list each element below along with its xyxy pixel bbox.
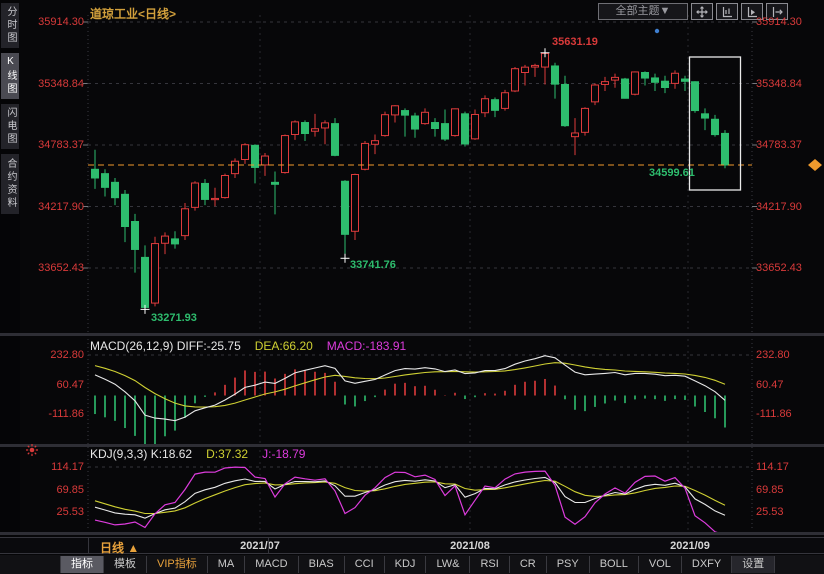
d-line (94, 479, 726, 515)
chart-title: 道琼工业<日线> (90, 7, 177, 21)
toolbar-item-dxfy[interactable]: DXFY (682, 556, 733, 573)
macd-value: MACD:-183.91 (326, 339, 407, 353)
theme-dropdown[interactable]: 全部主题▼ (598, 3, 688, 20)
macd-axis-label: -111.86 (756, 408, 792, 420)
period-selector[interactable]: 日线 ▲ (100, 541, 140, 555)
toolbar-item-psy[interactable]: PSY (547, 556, 590, 573)
panel-separator (0, 333, 824, 336)
toolbar-item-boll[interactable]: BOLL (590, 556, 639, 573)
price-label: 34217.90 (756, 201, 802, 213)
price-label: 35914.30 (756, 16, 802, 28)
kdj-axis-label: 69.85 (56, 484, 84, 496)
alert-starburst-icon[interactable] (25, 443, 39, 457)
macd-title: MACD(26,12,9) DIFF:-25.75 (90, 339, 241, 353)
time-axis: 日线 ▲ 2021/07 2021/08 2021/09 (0, 537, 824, 555)
macd-axis-label: -111.86 (48, 408, 84, 420)
indicator-toolbar: 指标 模板 VIP指标 MA MACD BIAS CCI KDJ LW& RSI… (0, 555, 824, 574)
price-label: 33652.43 (38, 262, 84, 274)
note-dot (654, 28, 660, 34)
macd-axis-label: 60.47 (56, 379, 84, 391)
sidebar-tab-kline[interactable]: K线图 (1, 53, 19, 99)
price-label: 35348.84 (38, 78, 84, 90)
gridlines (83, 15, 757, 530)
kdj-axis-label: 114.17 (51, 461, 84, 473)
date-label: 2021/09 (670, 540, 710, 552)
toolbar-item-template[interactable]: 模板 (104, 556, 147, 573)
extreme-markers (140, 48, 550, 314)
panel-separator (0, 444, 824, 447)
toolbar-item-indicator[interactable]: 指标 (60, 556, 104, 573)
price-label: 34783.37 (38, 139, 84, 151)
toolbar-item-kdj[interactable]: KDJ (385, 556, 427, 573)
axis-cell-divider (88, 537, 89, 554)
j-value: J:-18.79 (262, 447, 306, 461)
toolbar-item-cr[interactable]: CR (510, 556, 547, 573)
toolbar-item-bias[interactable]: BIAS (299, 556, 345, 573)
sidebar-tab-timeshare[interactable]: 分时图 (1, 3, 19, 48)
sidebar-tab-flash[interactable]: 闪电图 (1, 104, 19, 149)
toolbar-item-rsi[interactable]: RSI (470, 556, 510, 573)
june-low-annotation: 33271.93 (151, 312, 197, 324)
toolbar-item-ma[interactable]: MA (208, 556, 246, 573)
crosshair-icon[interactable] (691, 3, 713, 20)
macd-histogram (94, 369, 726, 444)
last-price-annotation: 34599.61 (649, 167, 695, 179)
macd-indicator-label: MACD(26,12,9) DIFF:-25.75 DEA:66.20 MACD:-… (90, 339, 406, 353)
panel-separator (0, 532, 824, 535)
macd-axis-label: 232.80 (50, 349, 84, 361)
axis-cell-divider (268, 537, 269, 554)
toolbar-item-vol[interactable]: VOL (639, 556, 682, 573)
axes-zoom-icon[interactable] (716, 3, 738, 20)
j-line (94, 466, 718, 532)
k-line (94, 476, 726, 519)
macd-axis-label: 232.80 (756, 349, 790, 361)
macd-axis-label: 60.47 (756, 379, 784, 391)
kdj-axis-label: 25.53 (56, 506, 84, 518)
high-annotation: 35631.19 (552, 36, 598, 48)
sidebar-tab-contract-info[interactable]: 合约资料 (1, 154, 19, 214)
candles-layer (91, 52, 729, 310)
kdj-indicator-label: KDJ(9,3,3) K:18.62 D:37.32 J:-18.79 (90, 447, 305, 461)
sidebar: 分时图 K线图 闪电图 合约资料 (0, 0, 20, 574)
price-label: 35914.30 (38, 16, 84, 28)
selection-box[interactable] (688, 56, 742, 191)
toolbar-item-vip[interactable]: VIP指标 (147, 556, 208, 573)
toolbar-item-cci[interactable]: CCI (345, 556, 385, 573)
dea-value: DEA:66.20 (254, 339, 313, 353)
price-label: 34783.37 (756, 139, 802, 151)
price-label: 35348.84 (756, 78, 802, 90)
d-value: D:37.32 (206, 447, 249, 461)
diff-line (94, 355, 726, 422)
price-marker-arrow (808, 164, 822, 171)
date-label: 2021/08 (450, 540, 490, 552)
price-marker-arrow (808, 158, 822, 165)
price-label: 34217.90 (38, 201, 84, 213)
kdj-axis-label: 69.85 (756, 484, 784, 496)
kdj-axis-label: 114.17 (756, 461, 789, 473)
toolbar-item-lw[interactable]: LW& (426, 556, 471, 573)
axes-play-icon[interactable] (741, 3, 763, 20)
toolbar-item-settings[interactable]: 设置 (732, 556, 776, 573)
kdj-axis-label: 25.53 (756, 506, 784, 518)
july-low-annotation: 33741.76 (350, 259, 396, 271)
pan-right-icon[interactable] (766, 3, 788, 20)
dea-line (94, 362, 726, 408)
toolbar-item-macd[interactable]: MACD (245, 556, 299, 573)
date-label: 2021/07 (240, 540, 280, 552)
kdj-title: KDJ(9,3,3) K:18.62 (90, 447, 193, 461)
price-label: 33652.43 (756, 262, 802, 274)
